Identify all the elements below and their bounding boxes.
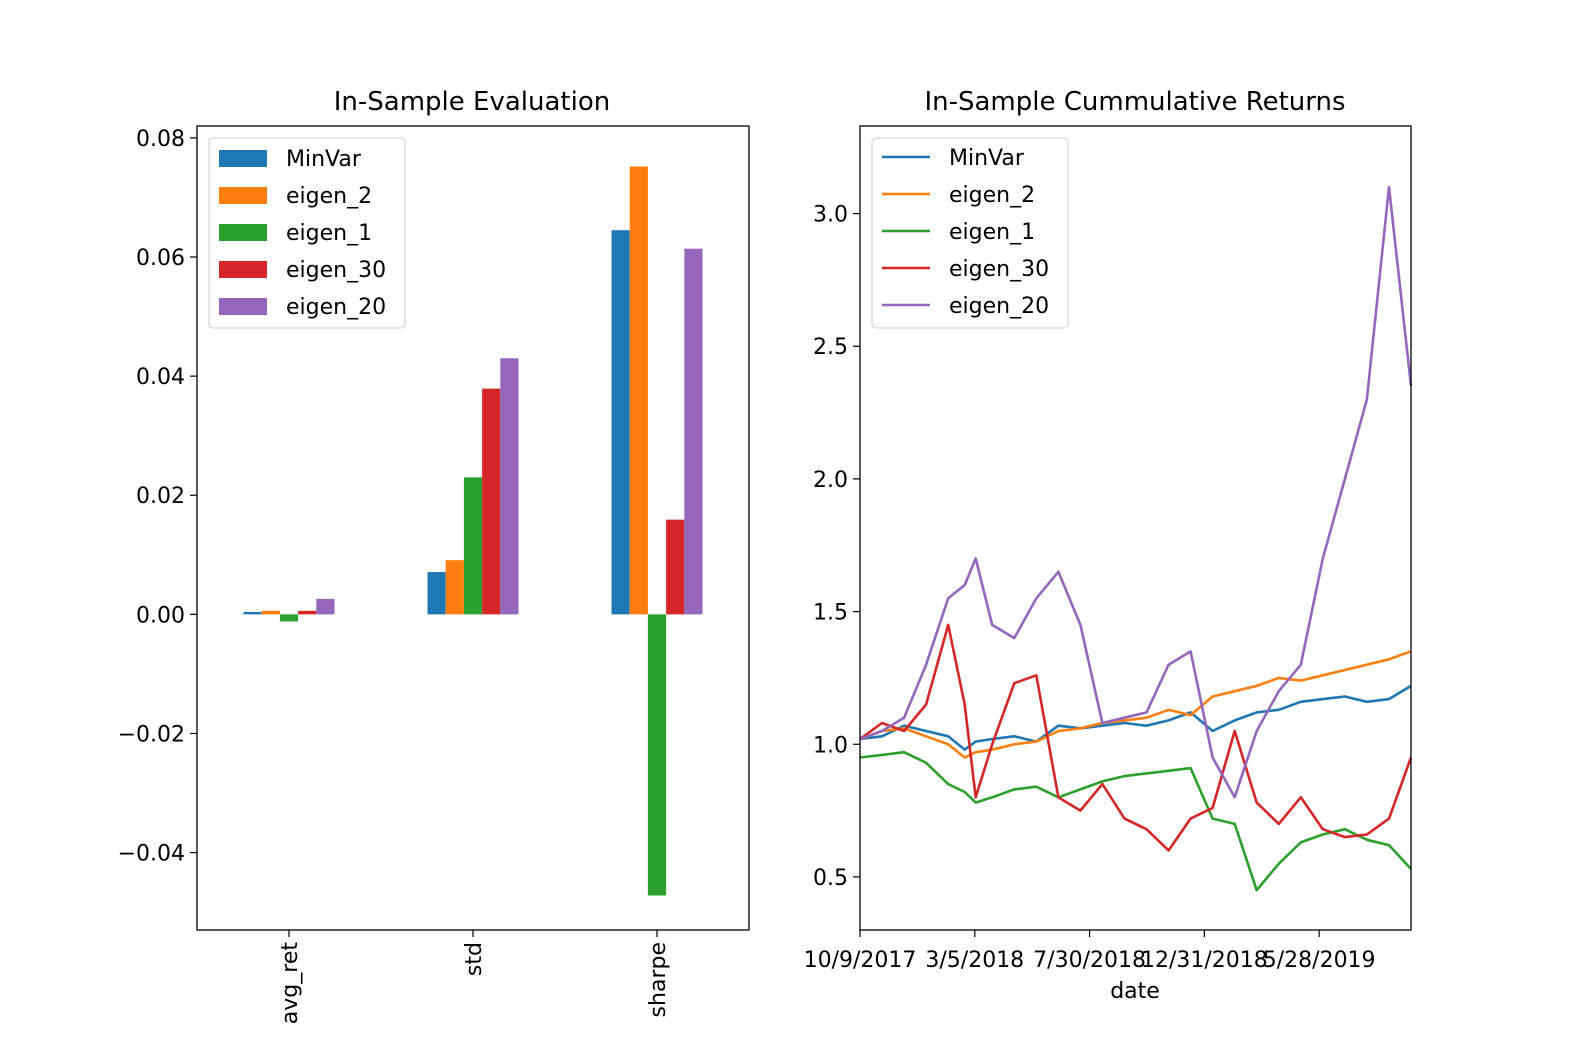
y-tick-label: 2.5 — [813, 335, 848, 360]
y-tick-label: −0.04 — [118, 842, 185, 867]
x-tick-label: 7/30/2018 — [1033, 948, 1146, 973]
bar-eigen_2-avg_ret — [261, 610, 280, 615]
legend-label-eigen_2: eigen_2 — [286, 184, 372, 209]
legend-label-MinVar: MinVar — [286, 147, 362, 172]
line-MinVar — [859, 684, 1412, 751]
legend-label-eigen_30: eigen_30 — [286, 258, 386, 283]
x-tick-label-avg_ret: avg_ret — [278, 942, 303, 1025]
line-eigen_30 — [859, 623, 1413, 852]
x-tick-label: 5/28/2019 — [1263, 948, 1376, 973]
y-tick-label: 0.5 — [813, 866, 848, 891]
legend-swatch-eigen_1 — [219, 224, 267, 241]
y-tick-label: 2.0 — [813, 468, 848, 493]
legend-swatch-eigen_2 — [219, 187, 267, 204]
x-tick-label: 12/31/2018 — [1141, 948, 1268, 973]
legend-label-eigen_1: eigen_1 — [286, 221, 372, 246]
x-tick-label-std: std — [462, 942, 487, 976]
y-tick-label: 3.0 — [813, 203, 848, 228]
bar-eigen_30-sharpe — [666, 519, 685, 615]
line-eigen_2 — [859, 650, 1412, 759]
legend-swatch-eigen_30 — [219, 261, 267, 278]
bar-chart-title: In-Sample Evaluation — [334, 87, 610, 117]
legend-label-eigen_1: eigen_1 — [949, 220, 1035, 245]
bar-eigen_2-sharpe — [629, 166, 648, 615]
line-chart-legend: MinVar eigen_2 eigen_1 eigen_30 eigen_20 — [871, 137, 1069, 329]
bar-chart-bars — [243, 166, 703, 896]
line-chart-frame — [859, 125, 1412, 931]
bar-chart-y-axis: −0.04 −0.02 0.00 0.02 0.04 0.06 0.08 — [118, 127, 197, 867]
bar-eigen_20-avg_ret — [316, 598, 335, 615]
bar-eigen_20-sharpe — [684, 248, 703, 615]
bar-MinVar-avg_ret — [243, 611, 262, 615]
x-tick-label-sharpe: sharpe — [646, 942, 671, 1017]
bar-eigen_1-sharpe — [647, 614, 667, 896]
y-tick-label: 0.00 — [136, 603, 185, 628]
bar-chart-frame — [196, 125, 750, 931]
y-tick-label: 0.06 — [136, 246, 185, 271]
legend-label-eigen_2: eigen_2 — [949, 183, 1035, 208]
bar-MinVar-std — [427, 572, 446, 615]
bar-chart-x-axis: avg_ret std sharpe — [278, 930, 671, 1024]
bar-eigen_20-std — [500, 358, 519, 615]
line-chart-cumulative-returns: In-Sample Cummulative Returns 0.5 1.0 1.5 2… — [804, 87, 1413, 1004]
y-tick-label: 0.08 — [136, 127, 185, 152]
line-eigen_20 — [859, 185, 1413, 799]
y-tick-label: 1.0 — [813, 733, 848, 758]
bar-chart-legend: MinVar eigen_2 eigen_1 eigen_30 eigen_20 — [208, 137, 406, 329]
legend-label-eigen_30: eigen_30 — [949, 257, 1049, 282]
y-tick-label: 0.02 — [136, 484, 185, 509]
x-tick-label: 10/9/2017 — [804, 948, 917, 973]
legend-box — [871, 137, 1069, 329]
bar-eigen_30-std — [482, 388, 501, 615]
y-tick-label: 1.5 — [813, 601, 848, 626]
line-eigen_1 — [859, 750, 1412, 892]
bar-chart-in-sample-evaluation: In-Sample Evaluation −0.04 −0.02 0.00 0.02 0… — [118, 87, 750, 1024]
legend-swatch-MinVar — [219, 150, 267, 167]
legend-label-eigen_20: eigen_20 — [286, 295, 386, 320]
bar-MinVar-sharpe — [611, 230, 630, 615]
line-chart-x-axis-label: date — [1110, 979, 1160, 1004]
line-chart-x-axis: 10/9/2017 3/5/2018 7/30/201812/31/20185/28… — [804, 930, 1376, 973]
bar-eigen_2-std — [445, 560, 464, 615]
legend-box — [208, 137, 406, 329]
y-tick-label: 0.04 — [136, 365, 185, 390]
line-chart-lines — [859, 185, 1413, 892]
legend-swatch-eigen_20 — [219, 298, 267, 315]
line-chart-title: In-Sample Cummulative Returns — [924, 87, 1345, 117]
x-tick-label: 3/5/2018 — [925, 948, 1024, 973]
bar-eigen_1-std — [463, 477, 483, 615]
bar-eigen_30-avg_ret — [298, 610, 317, 615]
bar-eigen_1-avg_ret — [279, 614, 299, 622]
legend-label-MinVar: MinVar — [949, 146, 1025, 171]
y-tick-label: −0.02 — [118, 722, 185, 747]
line-chart-y-axis: 0.5 1.0 1.5 2.0 2.5 3.0 — [813, 203, 860, 891]
legend-label-eigen_20: eigen_20 — [949, 294, 1049, 319]
